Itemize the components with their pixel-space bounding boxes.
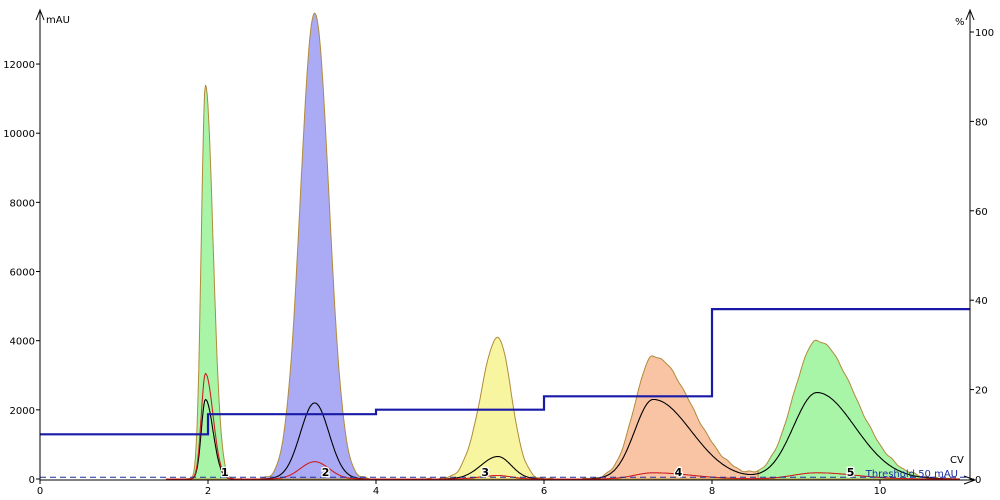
- threshold-label: Threshold 50 mAU: [865, 469, 958, 480]
- x-tick-label: 0: [37, 486, 43, 497]
- y-right-tick-label: 40: [975, 296, 988, 307]
- fraction-fills: [186, 12, 957, 480]
- y-left-tick-label: 6000: [10, 268, 35, 279]
- fraction-fill-1: [186, 84, 243, 480]
- fraction-fill-5: [757, 339, 957, 480]
- left-y-axis-arrow-icon: [35, 8, 45, 21]
- x-tick-label: 10: [874, 486, 887, 497]
- right-y-axis-arrow-icon: [965, 8, 975, 21]
- fraction-label-5: 5: [847, 466, 855, 479]
- x-axis-label: CV: [950, 455, 964, 466]
- y-right-tick-label: 0: [975, 475, 981, 486]
- y-right-tick-label: 100: [975, 28, 994, 39]
- y-right-tick-label: 80: [975, 117, 988, 128]
- tick-labels: 0 2 4 6 8 10020004000600080001000012000020406…: [3, 28, 994, 497]
- fraction-label-2: 2: [322, 466, 330, 479]
- red-trace: [166, 372, 960, 480]
- gradient-line: [40, 308, 970, 436]
- y-left-tick-label: 12000: [3, 60, 35, 71]
- x-tick-label: 6: [541, 486, 547, 497]
- axes: mAU % CV: [35, 8, 977, 485]
- y-left-tick-label: 4000: [10, 337, 35, 348]
- y-left-tick-label: 8000: [10, 198, 35, 209]
- y-left-tick-label: 10000: [3, 129, 35, 140]
- fraction-label-3: 3: [481, 466, 489, 479]
- fraction-labels: 1 2 3 4 5: [220, 465, 856, 481]
- fraction-fill-2: [253, 12, 381, 480]
- y-axis-right-label: %: [955, 17, 965, 28]
- x-tick-label: 2: [205, 486, 211, 497]
- x-axis-arrow-icon: [963, 475, 977, 485]
- fraction-label-4: 4: [675, 466, 683, 479]
- x-tick-label: 4: [373, 486, 379, 497]
- fraction-fill-4: [581, 355, 759, 480]
- fraction-label-1: 1: [221, 466, 229, 479]
- y-right-tick-label: 60: [975, 207, 988, 218]
- y-left-tick-label: 0: [29, 475, 35, 486]
- x-tick-label: 8: [709, 486, 715, 497]
- y-right-tick-label: 20: [975, 386, 988, 397]
- trace-lines: [40, 308, 970, 480]
- y-left-tick-label: 2000: [10, 406, 35, 417]
- y-axis-left-label: mAU: [46, 15, 70, 26]
